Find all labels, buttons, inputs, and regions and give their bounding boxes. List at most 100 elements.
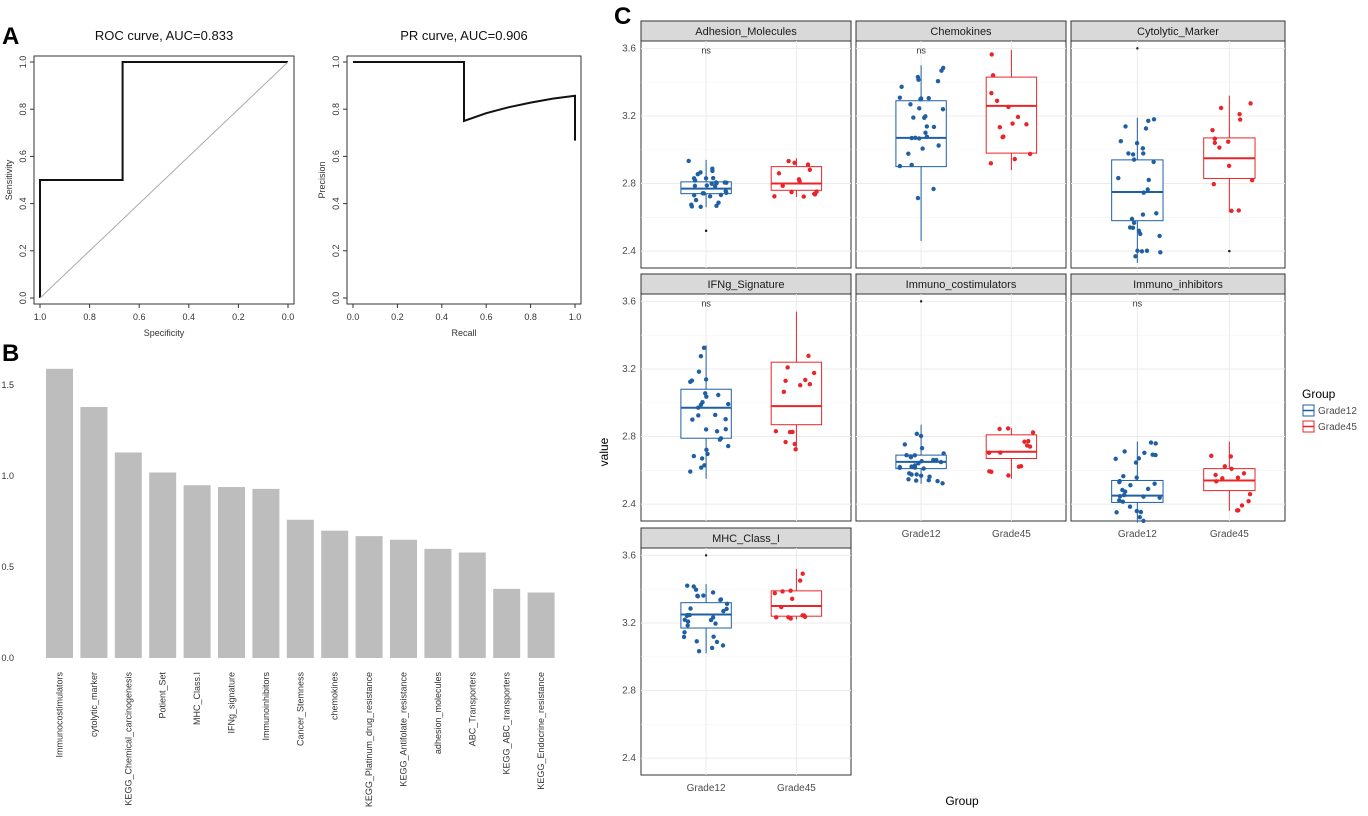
jitter-point [710,175,716,181]
jitter-point [919,445,925,451]
jitter-point [1131,220,1137,226]
jitter-point [1136,228,1142,234]
jitter-point [689,204,695,209]
bar-category-label: KEGG_Chemical_carcinogenesis [123,672,133,806]
significance-annotation: ns [916,45,926,55]
jitter-point [693,587,699,592]
bar-y-tick-label: 0.5 [1,562,14,572]
jitter-point [1120,499,1126,504]
jitter-point [691,584,696,589]
jitter-point [1140,212,1146,217]
jitter-point [707,194,713,199]
jitter-point [1122,449,1127,454]
jitter-point [919,458,924,464]
jitter-point [1222,464,1228,469]
jitter-point [710,615,716,620]
boxplot-grid: Adhesion_Molecules 2.4 2.8 3.2 3.6 ns Chemokin… [597,20,1357,808]
pr-series-pr-line [353,61,576,141]
jitter-point [711,634,716,639]
jitter-point [705,451,710,457]
jitter-point [702,463,707,468]
jitter-point [792,441,797,447]
roc-y-tick-label: 0.0 [18,292,28,305]
y-tick-label: 2.8 [622,432,636,443]
jitter-point [906,151,911,156]
roc-x-axis-label: Specificity [144,328,185,338]
jitter-point [700,400,705,405]
jitter-point [687,612,692,618]
bar-KEGG_Platinum_drug_resistance [355,536,383,658]
legend-title: Group [1302,387,1336,401]
box-outlier-point [704,229,708,233]
jitter-point [800,613,805,618]
jitter-point [704,447,709,453]
bar-y-tick-label: 1.0 [1,471,14,481]
jitter-point [1228,454,1233,459]
jitter-point [1127,225,1133,230]
jitter-point [1144,248,1150,253]
importance-bar-chart: 0.0 0.5 1.0 1.5 Immunocostimulators cytolytic… [1,368,555,807]
jitter-point [703,427,709,432]
jitter-point [899,84,904,90]
jitter-point [1121,473,1126,479]
jitter-point [940,107,946,112]
jitter-point [1246,498,1251,504]
jitter-point [931,124,937,130]
x-tick-label: Grade12 [1118,529,1157,540]
jitter-point [726,401,731,407]
jitter-point [906,477,911,482]
panel-label-b: B [2,340,19,367]
jitter-point [1152,481,1157,486]
roc-x-tick-label: 0.4 [183,312,196,322]
jitter-point [1137,515,1143,520]
pr-y-axis-label: Precision [317,161,327,198]
jitter-point [994,98,1000,103]
facet-strip-label: Chemokines [930,26,992,38]
jitter-point [1141,494,1146,499]
jitter-point [1001,134,1006,139]
pr-y-tick-label: 0.6 [331,150,341,163]
jitter-point [1145,486,1151,492]
jitter-point [796,177,802,182]
facet-panel-frame [640,547,852,776]
bar-category-label: adhesion_molecules [433,672,443,755]
jitter-point [1127,504,1133,509]
jitter-point [718,192,724,198]
roc-chart: ROC curve, AUC=0.833 1.0 0.8 0.6 0.4 0.2 0.0 0.… [4,28,295,338]
y-tick-label: 2.8 [622,179,636,190]
x-tick-label: Grade45 [777,783,816,794]
jitter-point [897,95,903,100]
bar-category-label: KEGG_Platinum_drug_resistance [364,672,374,807]
jitter-point [918,433,924,439]
jitter-point [688,469,693,474]
jitter-point [723,417,728,422]
bar-Immunoinhibitors [252,488,280,658]
jitter-point [792,160,797,165]
jitter-point [938,459,944,465]
jitter-point [1136,456,1142,461]
box-iqr [770,590,823,617]
y-tick-label: 3.2 [622,111,636,122]
jitter-point [772,591,777,596]
jitter-point [913,478,919,483]
jitter-point [685,619,691,624]
bar-category-label: IFNg_signature [227,672,237,734]
jitter-point [714,429,720,434]
jitter-point [1027,444,1033,449]
bar-KEGG_Endocrine_resistance [527,592,555,658]
jitter-point [781,389,787,395]
jitter-point [703,377,709,382]
significance-annotation: ns [1133,298,1143,308]
jitter-point [1142,450,1147,455]
jitter-point [923,130,928,135]
jitter-point [714,180,719,186]
jitter-point [709,645,715,651]
bar-category-label: cytolytic_marker [89,672,99,737]
jitter-point [918,96,924,101]
bar-KEGG_Antifolate_resistance [390,539,417,658]
jitter-point [723,427,728,432]
pr-x-tick-label: 0.6 [480,312,493,322]
jitter-point [1116,175,1121,181]
jitter-point [934,457,939,463]
